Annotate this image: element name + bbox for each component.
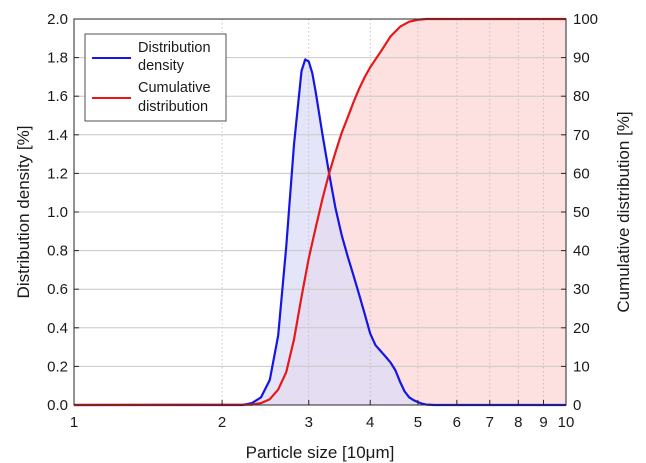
y-tick-label: 0.0 [47,397,68,414]
y-tick-label: 0.4 [47,320,68,337]
y2-tick-label: 70 [573,127,590,144]
y-tick-label: 0.6 [47,281,68,298]
y2-tick-label: 60 [573,165,590,182]
series-fill-density [74,59,566,405]
y2-tick-label: 0 [573,397,581,414]
y-tick-label: 1.2 [47,165,68,182]
x-tick-label: 10 [558,414,575,431]
y2-tick-label: 80 [573,88,590,105]
y-axis-ticks: 0.0 0.2 0.4 0.6 0.8 1.0 1.2 1.4 1.6 1.8 2.0 [47,11,79,414]
x-axis-ticks: 1 2 3 4 5 6 7 8 9 10 [70,400,575,431]
y-tick-label: 1.4 [47,127,68,144]
series-line-density [74,58,566,407]
y-tick-label: 1.6 [47,88,68,105]
y-tick-label: 1.0 [47,204,68,221]
legend-cumulative-line1: Cumulative [138,80,211,96]
x-tick-label: 2 [218,414,226,431]
y2-tick-label: 90 [573,50,590,67]
legend-cumulative-line2: distribution [138,99,208,115]
y-tick-label: 0.2 [47,358,68,375]
x-tick-label: 3 [305,414,313,431]
x-tick-label: 9 [539,414,547,431]
y-axis-label: Distribution density [%] [14,126,33,299]
legend-box [84,33,227,122]
x-tick-label: 7 [486,414,494,431]
y2-tick-label: 30 [573,281,590,298]
y-tick-label: 1.8 [47,50,68,67]
y2-axis-label: Cumulative distribution [%] [614,111,633,312]
x-tick-label: 1 [70,414,78,431]
y-tick-label: 2.0 [47,11,68,28]
y2-tick-label: 20 [573,320,590,337]
x-axis-label: Particle size [10μm] [246,443,395,462]
y2-tick-label: 10 [573,358,590,375]
legend-density-line1: Distribution [138,40,211,56]
legend: Distribution density Cumulative distribu… [84,33,227,122]
y2-axis-ticks: 0 10 20 30 40 50 60 70 80 90 100 [561,11,598,414]
x-tick-label: 6 [453,414,461,431]
y2-tick-label: 50 [573,204,590,221]
y2-tick-label: 40 [573,243,590,260]
y-tick-label: 0.8 [47,243,68,260]
y2-tick-label: 100 [573,11,598,28]
x-tick-label: 5 [414,414,422,431]
x-tick-label: 8 [514,414,522,431]
legend-density-line2: density [138,58,185,74]
x-tick-label: 4 [366,414,374,431]
